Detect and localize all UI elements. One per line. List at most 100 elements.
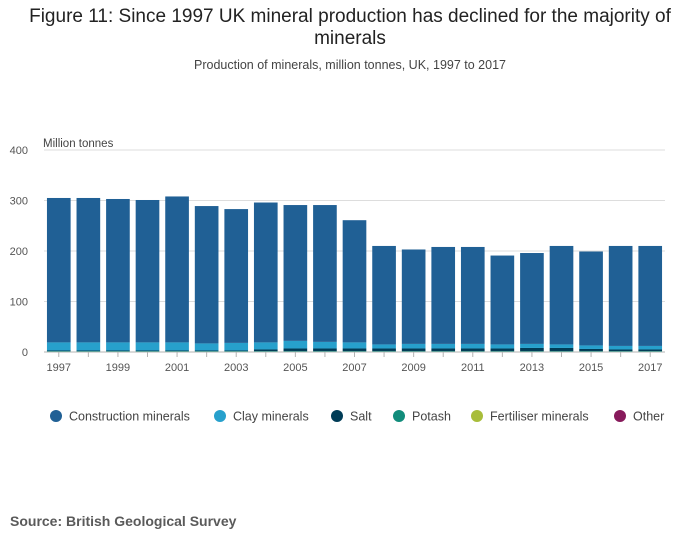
legend-marker [471, 410, 483, 422]
legend-label: Clay minerals [233, 410, 309, 424]
y-tick-label: 100 [10, 297, 28, 309]
bar-segment [638, 345, 663, 350]
bar-segment [313, 350, 337, 352]
legend-label: Construction minerals [69, 410, 190, 424]
bar-segment [520, 350, 544, 352]
bar-segment [135, 350, 160, 352]
bar-segment [283, 350, 308, 352]
bar-segment [342, 220, 367, 343]
bar-segment [401, 249, 426, 344]
bar-segment [46, 350, 71, 352]
legend-label: Salt [350, 410, 372, 424]
bar-segment [106, 342, 130, 351]
legend-marker [614, 410, 626, 422]
bar-segment [520, 347, 544, 351]
bar-segment [608, 349, 633, 351]
x-tick-label: 2005 [283, 362, 307, 374]
bar-segment [46, 350, 71, 351]
bar-segment [490, 348, 515, 351]
x-tick-label: 2003 [224, 362, 248, 374]
x-tick-label: 2017 [638, 362, 662, 374]
bar-segment [638, 350, 663, 352]
chart-title: Figure 11: Since 1997 UK mineral product… [29, 6, 671, 49]
y-tick-label: 300 [10, 196, 28, 208]
x-tick-label: 2013 [520, 362, 544, 374]
bar-segment [372, 245, 396, 345]
bar-segment [549, 350, 574, 352]
bar-segment [372, 344, 396, 349]
bar-segment [313, 205, 337, 342]
bar-segment [283, 348, 308, 351]
x-tick-label: 1997 [47, 362, 71, 374]
bar-segment [431, 246, 456, 344]
bar-segment [106, 198, 130, 343]
bar-segment [106, 350, 130, 352]
bar-segment [460, 246, 485, 344]
bar-segment [490, 350, 515, 352]
bar-segment [549, 347, 574, 351]
bar-segment [165, 196, 189, 343]
bar-segment [194, 206, 219, 344]
bar-segment [76, 197, 101, 343]
bar-segment [520, 343, 544, 348]
bar-segment [549, 245, 574, 345]
legend-label: Other [633, 410, 664, 424]
bar-segment [372, 350, 396, 352]
bar-segment [342, 350, 367, 352]
bar-segment [579, 350, 603, 352]
bar-segment [579, 348, 603, 351]
legend-marker [331, 410, 343, 422]
bar-segment [76, 350, 101, 351]
bar-segment [224, 350, 249, 352]
x-tick-label: 2001 [165, 362, 189, 374]
bar-segment [194, 343, 219, 351]
bar-segment [283, 340, 308, 349]
bar-segment [46, 342, 71, 351]
bar-segment [372, 348, 396, 351]
bar-segment [76, 342, 101, 351]
bar-segment [224, 350, 249, 351]
bar-segment [401, 343, 426, 349]
bar-segment [135, 350, 160, 351]
bar-segment [520, 253, 544, 344]
bar-segment [224, 342, 249, 351]
y-tick-label: 0 [22, 347, 28, 359]
bar-segment [549, 344, 574, 348]
bar-segment [283, 205, 308, 341]
y-tick-label: 200 [10, 246, 28, 258]
x-tick-label: 2007 [342, 362, 366, 374]
bar-segment [224, 209, 249, 343]
y-tick-label: 400 [10, 145, 28, 157]
bar-segment [135, 342, 160, 351]
bar-segment [194, 350, 219, 351]
bar-segment [253, 342, 278, 350]
bar-segment [460, 343, 485, 349]
bar-segment [165, 350, 189, 351]
bar-segment [608, 345, 633, 350]
bar-segment [342, 348, 367, 351]
bar-segment [431, 350, 456, 352]
bar-segment [490, 255, 515, 345]
bar-segment [579, 345, 603, 349]
bar-segment [431, 343, 456, 349]
x-tick-label: 2015 [579, 362, 603, 374]
legend-marker [50, 410, 62, 422]
y-axis-label: Million tonnes [43, 138, 114, 150]
chart-subtitle: Production of minerals, million tonnes, … [194, 58, 506, 72]
bar-segment [194, 350, 219, 352]
bar-segment [608, 350, 633, 352]
bar-segment [165, 350, 189, 352]
source-note: Source: British Geological Survey [10, 513, 237, 529]
chart: 0 100 200 300 400 Million tonnes 1997 1999 2001 2… [10, 138, 665, 424]
bar-segment [342, 342, 367, 349]
bar-segment [490, 344, 515, 349]
bar-segment [608, 245, 633, 346]
bar-segment [253, 202, 278, 343]
legend-label: Potash [412, 410, 451, 424]
x-tick-label: 2009 [401, 362, 425, 374]
x-tick-label: 1999 [106, 362, 130, 374]
bar-segment [165, 342, 189, 351]
bar-segment [431, 348, 456, 351]
x-tick-label: 2011 [461, 362, 485, 374]
bar-segment [76, 350, 101, 352]
